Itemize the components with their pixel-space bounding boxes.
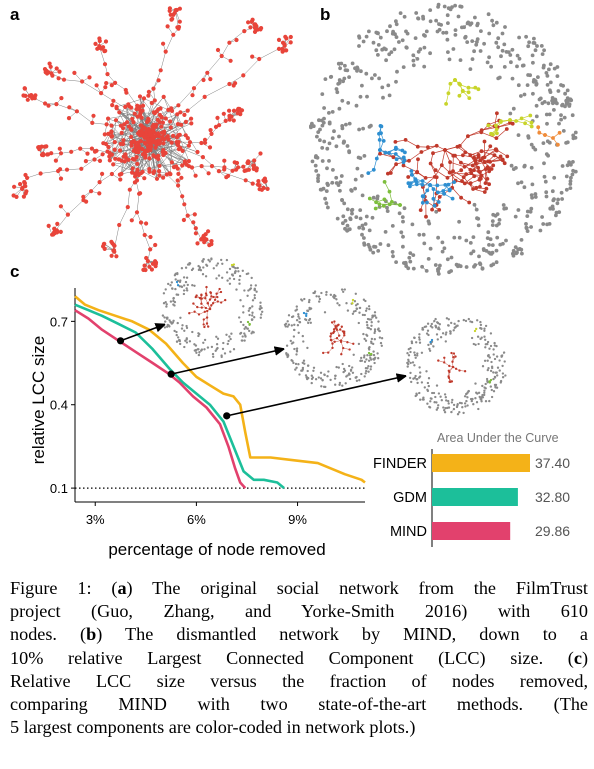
caption-line: Figure 1: (a) The original social networ… [10,577,588,600]
auc-title: Area Under the Curve [437,431,559,445]
panel-label-b: b [320,5,330,25]
caption-line: nodes. (b) The dismantled network by MIN… [10,623,588,646]
y-tick-label: 0.4 [50,398,68,413]
auc-bar-finder [432,454,530,472]
caption-line: project (Guo, Zhang, and Yorke-Smith 201… [10,600,588,623]
caption-line: 5 largest components are color-coded in … [10,716,588,739]
inset-network-3 [405,315,507,415]
auc-bar-value: 37.40 [535,455,570,471]
network-plot-b [309,3,578,276]
auc-bar-mind [432,522,510,540]
auc-bar-label: MIND [390,524,427,540]
caption-line: Relative LCC size versus the fraction of… [10,670,588,693]
caption-line: 10% relative Largest Connected Component… [10,647,588,670]
figure-caption: Figure 1: (a) The original social networ… [10,577,588,739]
inset-network-1 [162,257,264,358]
x-tick-label: 3% [86,512,105,527]
auc-bar-label: GDM [393,490,427,506]
network-a-nodes [12,6,293,272]
y-tick-label: 0.1 [50,481,68,496]
isolated-nodes [309,3,578,276]
annotation-point [223,412,230,419]
auc-bar-gdm [432,488,518,506]
auc-bar-value: 29.86 [535,523,570,539]
figure-canvas: 0.1 0.4 0.7 3% 6% 9% percentage of node remove… [0,0,594,575]
auc-bar-value: 32.80 [535,489,570,505]
x-tick-label: 9% [288,512,307,527]
annotation-point [117,337,124,344]
caption-line: comparing MIND with two state-of-the-art… [10,693,588,716]
panel-label-a: a [10,5,19,25]
y-tick-label: 0.7 [50,314,68,329]
inset-network-2 [283,288,383,388]
x-axis-label: percentage of node removed [108,540,325,559]
x-tick-label: 6% [187,512,206,527]
auc-bar-chart: Area Under the Curve FINDER 37.40 GDM 32.80 M… [373,431,570,547]
panel-label-c: c [10,262,19,282]
network-plot-a [12,6,293,272]
auc-bar-label: FINDER [373,456,427,472]
y-axis-label: relative LCC size [29,336,48,465]
annotation-point [168,371,175,378]
